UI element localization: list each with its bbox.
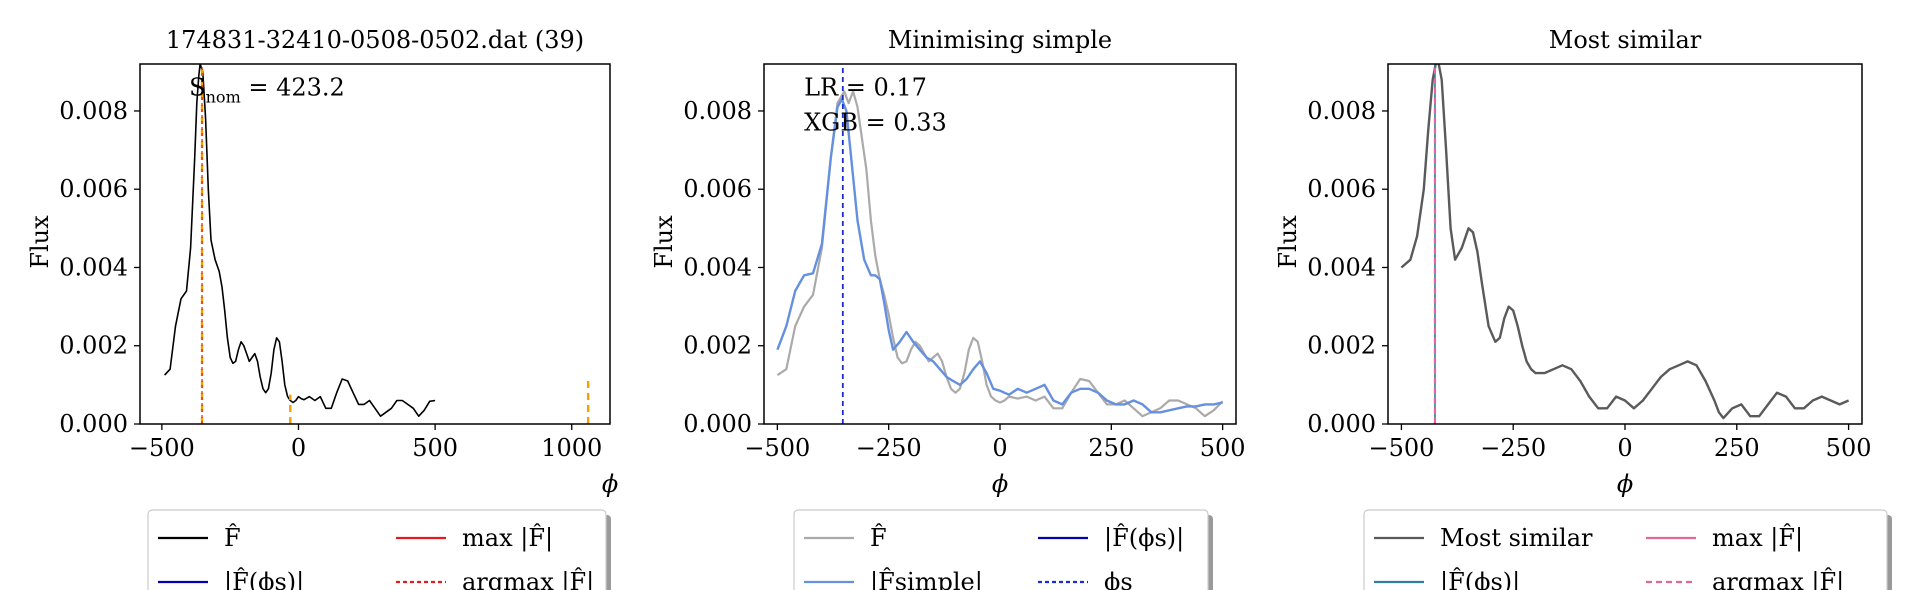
chart-2-ylabel: Flux <box>650 215 678 269</box>
chart-3-ylabel: Flux <box>1274 215 1302 269</box>
x-tick-label: −250 <box>856 434 922 462</box>
legend-frame <box>147 509 607 590</box>
legend-label: F̂ <box>224 524 241 552</box>
annotation-main: S <box>189 73 205 101</box>
x-tick-label: 250 <box>1088 434 1134 462</box>
legend-label: |F̂(ϕs)| <box>224 568 304 590</box>
legend-label: Most similar <box>1440 524 1593 552</box>
chart-3-xlabel: ϕ <box>1617 470 1633 498</box>
legend-label: F̂ <box>870 524 887 552</box>
series-line-2 <box>776 98 1223 414</box>
y-tick-label: 0.006 <box>1307 175 1376 203</box>
y-tick-label: 0.002 <box>59 332 128 360</box>
legend-label: argmax |F̂| <box>462 568 594 590</box>
legend-label: argmax |F̂| <box>1712 568 1844 590</box>
subplot-1: 174831-32410-0508-0502.dat (39) ϕ Flux −… <box>26 26 618 590</box>
legend-label: |F̂(ϕs)| <box>1440 568 1520 590</box>
annotation-value: = 423.2 <box>241 73 345 101</box>
legend-label: |F̂(ϕs)| <box>1104 524 1184 553</box>
chart-2-title: Minimising simple <box>888 26 1112 54</box>
annotation-main: LR = 0.17 <box>804 73 927 101</box>
annotation-main: XGB = 0.33 <box>804 109 947 137</box>
x-tick-label: −500 <box>129 434 195 462</box>
legend-1: F̂ |F̂(ϕs)| max |F̂| argmax |F̂| <box>147 509 611 590</box>
chart-1-xlabel: ϕ <box>602 470 618 498</box>
x-tick-label: −500 <box>744 434 810 462</box>
subplot-3: Most similar ϕ Flux −500 −250 0 250 500 0.000… <box>1274 26 1892 590</box>
chart-1-ylabel: Flux <box>26 215 54 269</box>
legend-frame <box>1363 509 1888 590</box>
x-tick-label: 0 <box>291 434 306 462</box>
x-tick-label: 1000 <box>541 434 602 462</box>
legend-label: max |F̂| <box>462 524 553 553</box>
annotation-1: LR = 0.17 <box>804 73 927 101</box>
legend-label: max |F̂| <box>1712 524 1803 553</box>
annotation-2: XGB = 0.33 <box>804 109 947 137</box>
y-tick-label: 0.004 <box>683 253 752 281</box>
x-tick-label: 500 <box>1826 434 1872 462</box>
x-tick-label: 0 <box>1617 434 1632 462</box>
y-tick-label: 0.000 <box>59 410 128 438</box>
annotation-subscript: nom <box>206 87 241 106</box>
legend-frame <box>793 509 1209 590</box>
chart-3-title: Most similar <box>1549 26 1702 54</box>
legend-label: ϕs <box>1104 568 1133 590</box>
y-tick-label: 0.002 <box>1307 332 1376 360</box>
y-tick-label: 0.002 <box>683 332 752 360</box>
annotation-1: Snom = 423.2 <box>189 73 345 106</box>
subplot-2: Minimising simple ϕ Flux −500 −250 0 250 500… <box>650 26 1246 590</box>
series-line-1 <box>1400 64 1850 420</box>
x-tick-label: 500 <box>1200 434 1246 462</box>
y-tick-label: 0.008 <box>1307 97 1376 125</box>
y-tick-label: 0.008 <box>683 97 752 125</box>
axes-frame <box>1387 63 1863 425</box>
y-tick-label: 0.000 <box>1307 410 1376 438</box>
y-tick-label: 0.006 <box>683 175 752 203</box>
x-tick-label: 250 <box>1714 434 1760 462</box>
x-tick-label: 500 <box>412 434 458 462</box>
y-tick-label: 0.004 <box>59 253 128 281</box>
axes-frame <box>139 63 611 425</box>
x-tick-label: −250 <box>1480 434 1546 462</box>
y-tick-label: 0.008 <box>59 97 128 125</box>
series-line-1 <box>164 64 436 417</box>
x-tick-label: −500 <box>1368 434 1434 462</box>
chart-2-xlabel: ϕ <box>992 470 1008 498</box>
x-tick-label: 0 <box>992 434 1007 462</box>
legend-label: |F̂simple| <box>870 568 983 590</box>
legend-2: F̂ |F̂simple| |F̂(ϕs)| ϕs <box>793 509 1213 590</box>
y-tick-label: 0.000 <box>683 410 752 438</box>
y-tick-label: 0.004 <box>1307 253 1376 281</box>
y-tick-label: 0.006 <box>59 175 128 203</box>
legend-3: Most similar |F̂(ϕs)| max |F̂| argmax |F̂| <box>1363 509 1892 590</box>
series-line-1 <box>776 90 1224 418</box>
chart-1-title: 174831-32410-0508-0502.dat (39) <box>166 26 584 54</box>
